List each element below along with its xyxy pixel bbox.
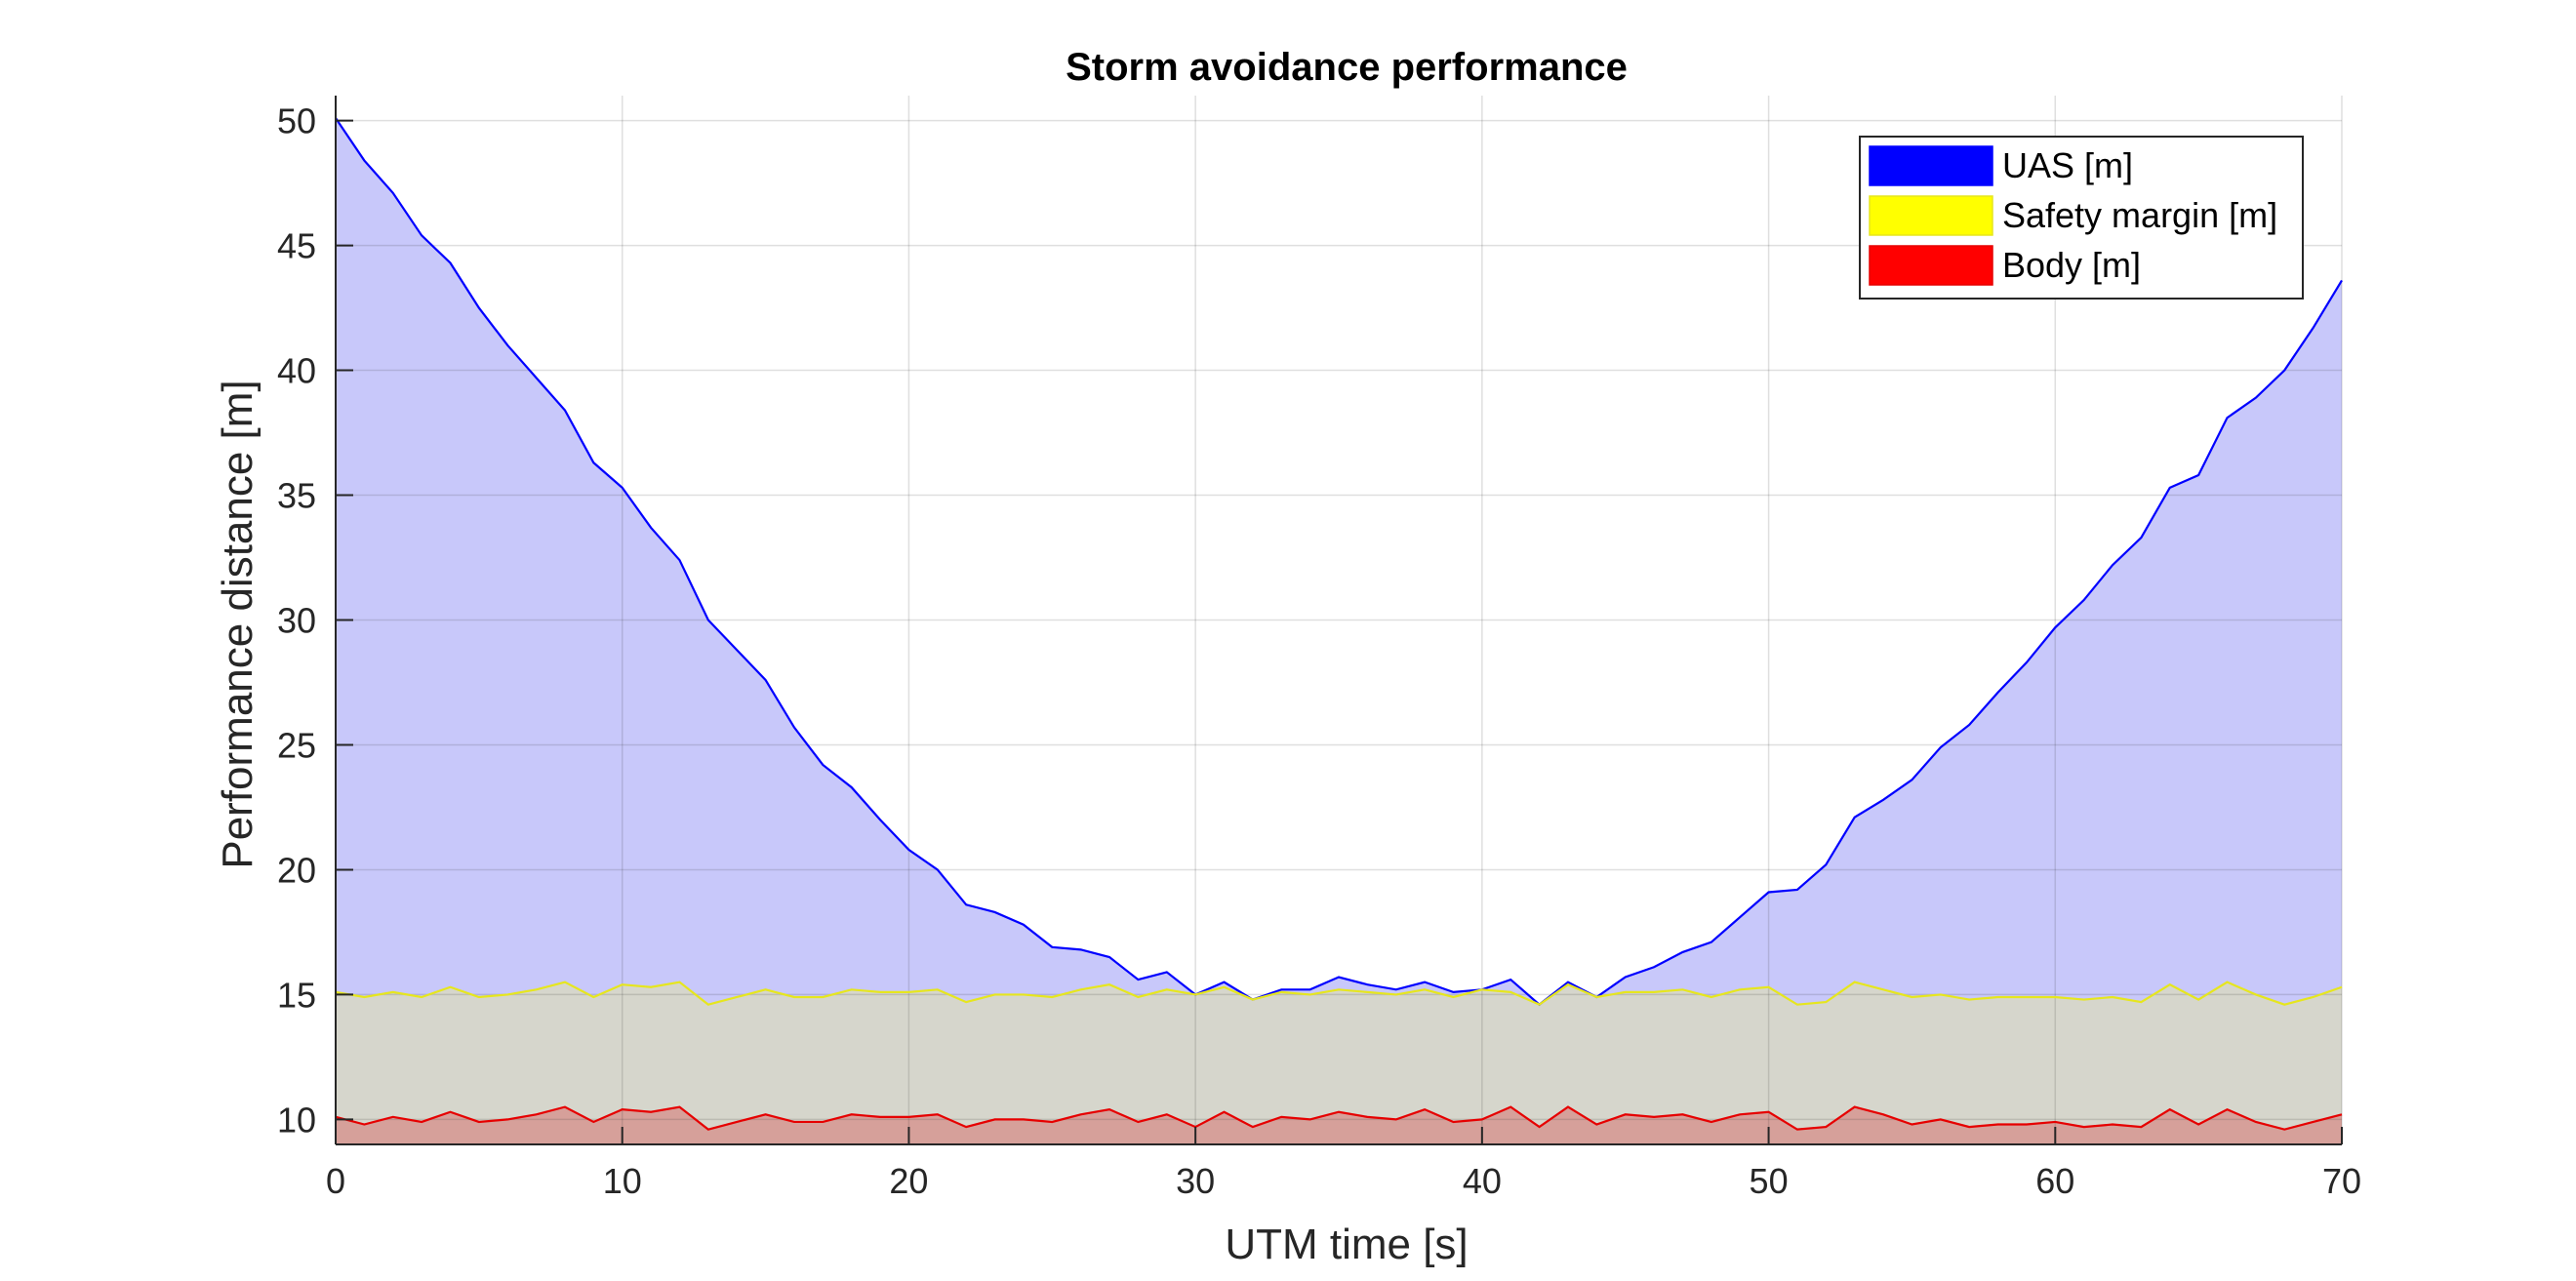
legend-label-safety-margin: Safety margin [m] <box>2002 195 2277 235</box>
y-tick-label: 25 <box>277 725 316 765</box>
y-tick-labels: 10 15 20 25 30 35 40 45 50 <box>277 101 316 1141</box>
legend-swatch-uas <box>1870 146 1992 185</box>
x-tick-label: 30 <box>1176 1161 1215 1201</box>
y-axis-label: Performance distance [m] <box>214 380 262 868</box>
x-tick-label: 0 <box>326 1161 345 1201</box>
y-tick-label: 10 <box>277 1100 316 1140</box>
y-tick-label: 35 <box>277 476 316 516</box>
y-tick-label: 15 <box>277 975 316 1015</box>
y-tick-label: 45 <box>277 226 316 266</box>
legend-label-body: Body [m] <box>2002 245 2141 285</box>
x-tick-label: 10 <box>603 1161 642 1201</box>
chart-title: Storm avoidance performance <box>1066 46 1628 89</box>
y-tick-label: 40 <box>277 351 316 391</box>
legend-swatch-body <box>1870 246 1992 285</box>
legend: UAS [m] Safety margin [m] Body [m] <box>1860 137 2303 299</box>
x-tick-label: 40 <box>1463 1161 1502 1201</box>
x-tick-label: 20 <box>889 1161 928 1201</box>
legend-swatch-safety-margin <box>1870 196 1992 235</box>
x-tick-label: 70 <box>2322 1161 2361 1201</box>
y-tick-label: 30 <box>277 601 316 641</box>
legend-label-uas: UAS [m] <box>2002 145 2133 185</box>
x-axis-label: UTM time [s] <box>1225 1221 1468 1268</box>
y-tick-label: 50 <box>277 101 316 141</box>
y-tick-label: 20 <box>277 850 316 890</box>
x-tick-label: 50 <box>1750 1161 1789 1201</box>
x-tick-label: 60 <box>2035 1161 2074 1201</box>
